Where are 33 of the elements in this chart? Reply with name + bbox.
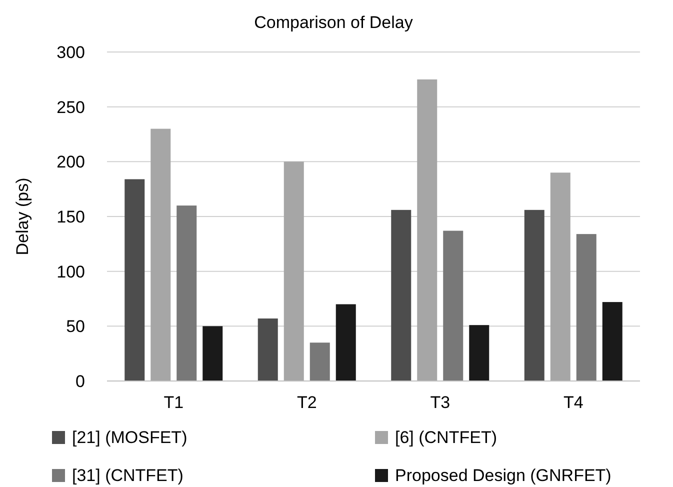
y-tick-label: 100 [56, 262, 85, 282]
x-tick-label: T2 [296, 393, 317, 412]
bar [524, 210, 544, 381]
x-tick-label: T1 [164, 393, 184, 412]
bar [391, 210, 412, 381]
bar [550, 172, 570, 381]
bar [469, 325, 490, 381]
y-tick-label: 300 [56, 42, 85, 62]
bar [124, 179, 145, 381]
y-axis-title: Delay (ps) [13, 178, 32, 256]
bar [176, 206, 197, 381]
bar [202, 326, 223, 381]
bar [602, 302, 622, 381]
bar [417, 79, 438, 381]
x-tick-label: T4 [563, 393, 584, 412]
x-tick-label: T3 [430, 393, 450, 412]
bar [443, 230, 464, 381]
y-tick-label: 50 [66, 317, 85, 336]
bar [284, 162, 304, 381]
y-tick-label: 0 [76, 372, 85, 391]
legend-label: [31] (CNTFET) [72, 466, 184, 485]
bar [576, 234, 596, 381]
bar [336, 304, 356, 381]
bar [258, 318, 278, 381]
legend-label: [21] (MOSFET) [72, 428, 188, 447]
legend-label: [6] (CNTFET) [395, 428, 497, 447]
y-tick-label: 150 [56, 207, 85, 226]
bar [150, 128, 171, 381]
y-tick-label: 200 [56, 152, 85, 172]
legend-label: Proposed Design (GNRFET) [395, 466, 612, 485]
bar [310, 342, 330, 381]
y-tick-label: 250 [56, 98, 85, 117]
chart-title: Comparison of Delay [254, 13, 414, 32]
